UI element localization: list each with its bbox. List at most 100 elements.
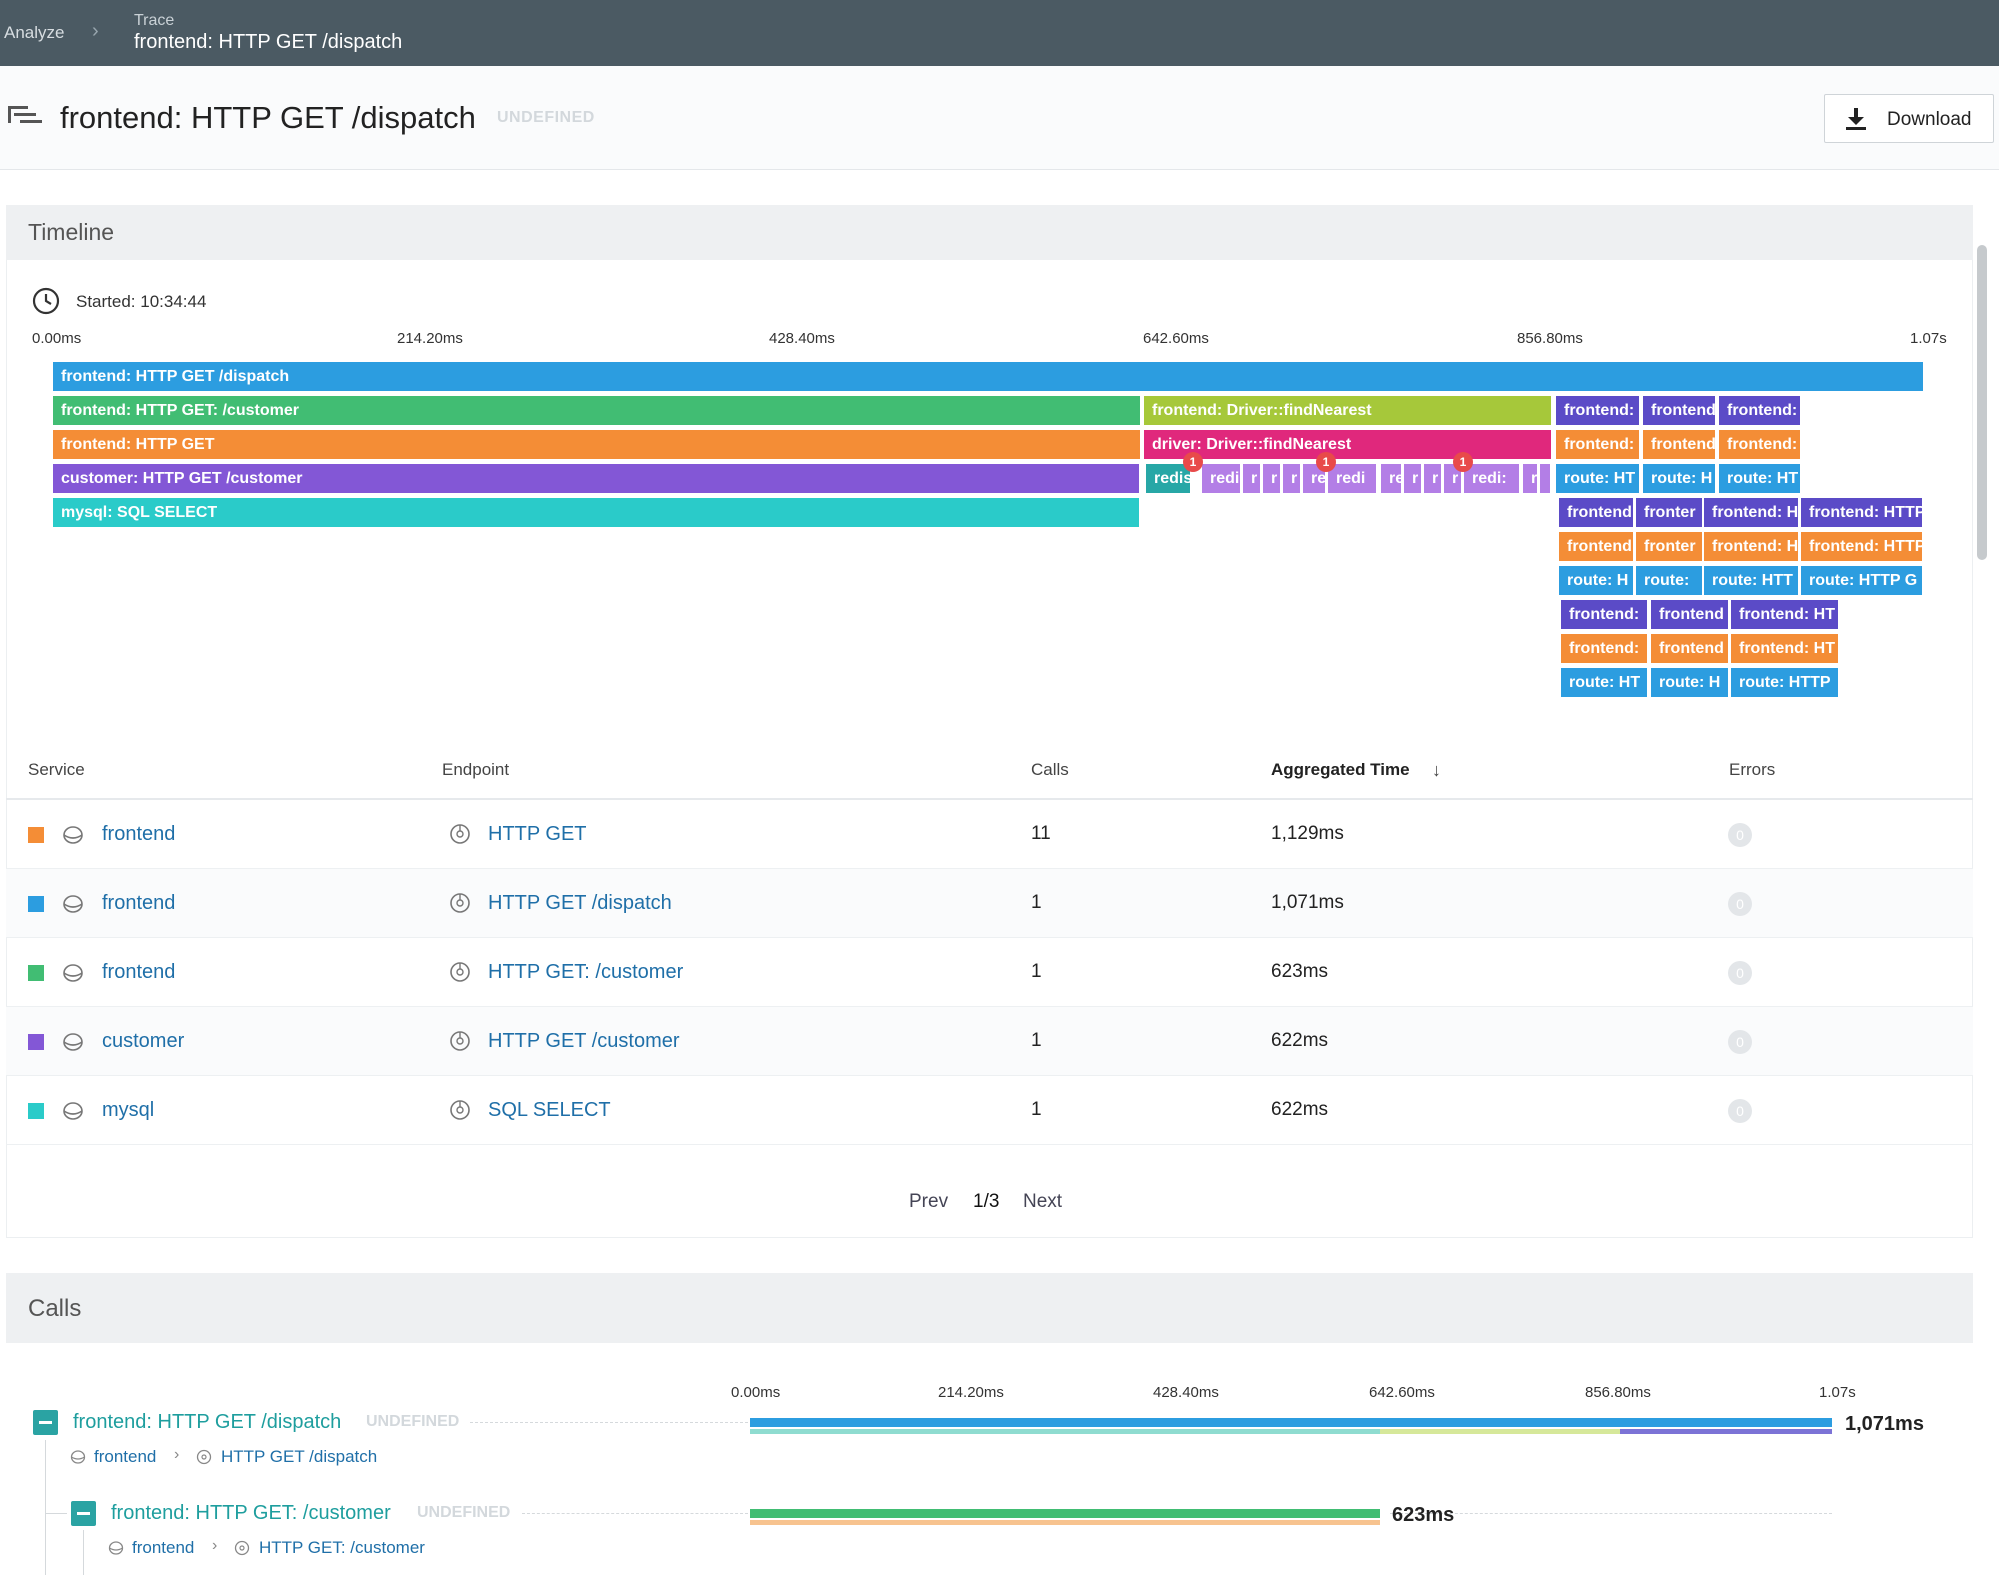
span-bar[interactable]: redi xyxy=(1328,464,1376,493)
arrow-down-icon[interactable]: ↓ xyxy=(1432,760,1441,780)
span-bar[interactable]: fronter xyxy=(1636,532,1702,561)
span-bar[interactable]: frontend xyxy=(1559,532,1633,561)
span-bar[interactable]: frontend xyxy=(1643,430,1715,459)
call-endpoint-link[interactable]: HTTP GET /dispatch xyxy=(221,1447,378,1466)
table-row[interactable]: customer HTTP GET /customer 1 622ms 0 xyxy=(6,1007,1973,1076)
error-marker[interactable]: 1 xyxy=(1453,452,1473,472)
span-bar[interactable]: route: HTTP xyxy=(1731,668,1838,697)
span-bar[interactable]: r xyxy=(1424,464,1441,493)
span-bar[interactable]: route: H xyxy=(1559,566,1633,595)
table-row[interactable]: mysql SQL SELECT 1 622ms 0 xyxy=(6,1076,1973,1145)
span-bar[interactable]: frontend: xyxy=(1719,430,1800,459)
endpoint-link[interactable]: HTTP GET /dispatch xyxy=(488,892,672,914)
span-bar[interactable]: r xyxy=(1404,464,1421,493)
scrollbar[interactable] xyxy=(1977,245,1987,560)
error-marker[interactable]: 1 xyxy=(1183,452,1203,472)
call-service-link[interactable]: frontend xyxy=(94,1447,157,1466)
calls-count: 1 xyxy=(1031,1099,1042,1120)
status-badge: UNDEFINED xyxy=(497,109,595,126)
span-bar[interactable]: mysql: SQL SELECT xyxy=(53,498,1139,527)
call-title-link[interactable]: frontend: HTTP GET /dispatch xyxy=(73,1411,342,1433)
span-bar[interactable]: r xyxy=(1243,464,1260,493)
span-bar[interactable]: route: HT xyxy=(1719,464,1800,493)
service-link[interactable]: frontend xyxy=(102,892,176,914)
span-bar[interactable]: r xyxy=(1523,464,1537,493)
span-bar[interactable]: route: HT xyxy=(1556,464,1639,493)
endpoint-link[interactable]: SQL SELECT xyxy=(488,1099,611,1121)
span-bar[interactable]: route: HT xyxy=(1561,668,1647,697)
service-link[interactable]: customer xyxy=(102,1030,185,1052)
column-header-service[interactable]: Service xyxy=(28,760,85,779)
calls-count: 1 xyxy=(1031,892,1042,913)
span-bar[interactable]: frontend: xyxy=(1556,396,1639,425)
download-button[interactable]: Download xyxy=(1824,94,1994,143)
span-bar[interactable]: redi xyxy=(1202,464,1240,493)
span-bar[interactable]: frontend: Driver::findNearest xyxy=(1144,396,1551,425)
error-marker[interactable]: 1 xyxy=(1316,452,1336,472)
span-bar[interactable]: frontend xyxy=(1651,634,1728,663)
span-bar[interactable]: re xyxy=(1303,464,1325,493)
call-service-link[interactable]: frontend xyxy=(132,1538,195,1557)
calls-count: 1 xyxy=(1031,1030,1042,1051)
span-bar[interactable]: frontend: HTTP xyxy=(1801,532,1922,561)
span-bar[interactable]: route: H xyxy=(1643,464,1715,493)
collapse-toggle[interactable] xyxy=(71,1501,96,1526)
span-bar[interactable]: frontend: HTTP GET: /customer xyxy=(53,396,1140,425)
prev-page-button[interactable]: Prev xyxy=(909,1191,949,1212)
breadcrumb-analyze[interactable]: Analyze xyxy=(4,23,65,42)
span-bar[interactable]: frontend: HTTP xyxy=(1801,498,1922,527)
errors-count: 0 xyxy=(1728,1030,1752,1054)
span-bar[interactable]: frontend: H xyxy=(1704,498,1798,527)
span-bar[interactable]: fronter xyxy=(1636,498,1702,527)
service-link[interactable]: frontend xyxy=(102,961,176,983)
span-bar[interactable]: frontend: HT xyxy=(1731,600,1838,629)
span-bar[interactable]: frontend xyxy=(1643,396,1715,425)
endpoint-link[interactable]: HTTP GET xyxy=(488,823,587,845)
column-header-errors[interactable]: Errors xyxy=(1729,760,1776,779)
call-duration-bar[interactable] xyxy=(750,1509,1380,1518)
span-bar[interactable]: r xyxy=(1283,464,1300,493)
aggregated-time: 1,071ms xyxy=(1271,892,1344,913)
timeline-axis-label: 0.00ms xyxy=(32,330,82,347)
span-bar[interactable]: frontend: xyxy=(1719,396,1800,425)
span-bar[interactable] xyxy=(1540,464,1550,493)
table-row[interactable]: frontend HTTP GET: /customer 1 623ms 0 xyxy=(6,938,1973,1007)
started-label: Started: 10:34:44 xyxy=(76,292,207,311)
span-bar[interactable]: frontend: xyxy=(1556,430,1639,459)
span-bar[interactable]: driver: Driver::findNearest xyxy=(1144,430,1551,459)
endpoint-link[interactable]: HTTP GET: /customer xyxy=(488,961,684,983)
span-bar[interactable]: r xyxy=(1263,464,1280,493)
span-bar[interactable]: frontend: HTTP GET xyxy=(53,430,1140,459)
aggregated-time: 622ms xyxy=(1271,1030,1329,1051)
service-link[interactable]: mysql xyxy=(102,1099,155,1121)
service-link[interactable]: frontend xyxy=(102,823,176,845)
span-bar[interactable]: frontend: HT xyxy=(1731,634,1838,663)
call-title-link[interactable]: frontend: HTTP GET: /customer xyxy=(111,1502,391,1524)
span-bar[interactable]: r xyxy=(1444,464,1461,493)
column-header-calls[interactable]: Calls xyxy=(1031,760,1069,779)
column-header-aggregated-time[interactable]: Aggregated Time xyxy=(1271,760,1410,779)
call-endpoint-link[interactable]: HTTP GET: /customer xyxy=(259,1538,425,1557)
span-bar[interactable]: redi: xyxy=(1464,464,1519,493)
span-bar[interactable]: frontend: xyxy=(1561,634,1647,663)
span-bar[interactable]: route: xyxy=(1636,566,1702,595)
span-bar[interactable]: re xyxy=(1381,464,1401,493)
column-header-endpoint[interactable]: Endpoint xyxy=(442,760,510,779)
leader-line xyxy=(522,1513,748,1514)
span-bar[interactable]: frontend: HTTP GET /dispatch xyxy=(53,362,1923,391)
span-bar[interactable]: route: HTTP G xyxy=(1801,566,1922,595)
table-row[interactable]: frontend HTTP GET 11 1,129ms 0 xyxy=(6,800,1973,869)
table-row[interactable]: frontend HTTP GET /dispatch 1 1,071ms 0 xyxy=(6,869,1973,938)
endpoint-link[interactable]: HTTP GET /customer xyxy=(488,1030,680,1052)
span-bar[interactable]: frontend: H xyxy=(1704,532,1798,561)
span-bar[interactable]: customer: HTTP GET /customer xyxy=(53,464,1139,493)
collapse-toggle[interactable] xyxy=(33,1410,58,1435)
span-bar[interactable]: frontend: xyxy=(1561,600,1647,629)
span-bar[interactable]: frontend xyxy=(1559,498,1633,527)
span-bar[interactable]: frontend xyxy=(1651,600,1728,629)
next-page-button[interactable]: Next xyxy=(1023,1191,1063,1212)
span-bar[interactable]: route: H xyxy=(1651,668,1728,697)
span-bar[interactable]: redis xyxy=(1146,464,1190,493)
call-duration-bar[interactable] xyxy=(750,1418,1832,1427)
span-bar[interactable]: route: HTT xyxy=(1704,566,1798,595)
